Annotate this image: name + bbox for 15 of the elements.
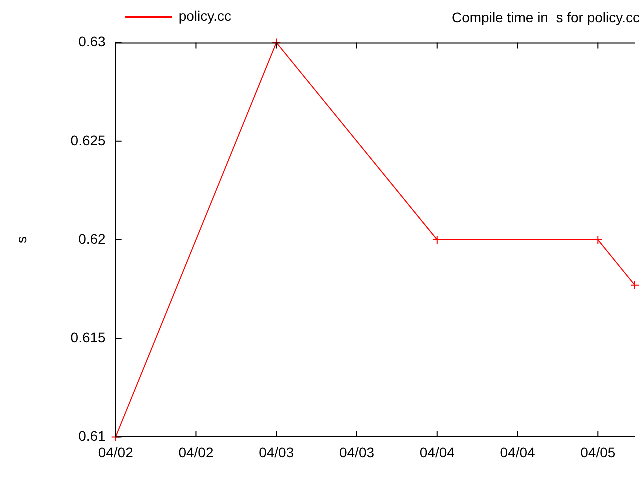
chart-title: Compile time in s for policy.cc <box>452 9 640 26</box>
y-tick-label: 0.62 <box>78 230 106 247</box>
legend-label: policy.cc <box>178 8 232 24</box>
y-axis-title: s <box>13 236 30 244</box>
x-tick-label: 04/05 <box>580 444 616 460</box>
x-tick-label: 04/02 <box>178 444 214 460</box>
x-tick-label: 04/03 <box>339 444 375 460</box>
y-tick-label: 0.615 <box>70 329 106 346</box>
y-tick-label: 0.61 <box>78 428 106 444</box>
x-tick-label: 04/04 <box>420 444 456 460</box>
x-tick-label: 04/04 <box>500 444 536 460</box>
y-tick-label: 0.63 <box>78 34 106 50</box>
x-tick-label: 04/02 <box>98 444 134 460</box>
y-tick-label: 0.625 <box>70 132 106 148</box>
x-tick-label: 04/03 <box>259 444 294 460</box>
